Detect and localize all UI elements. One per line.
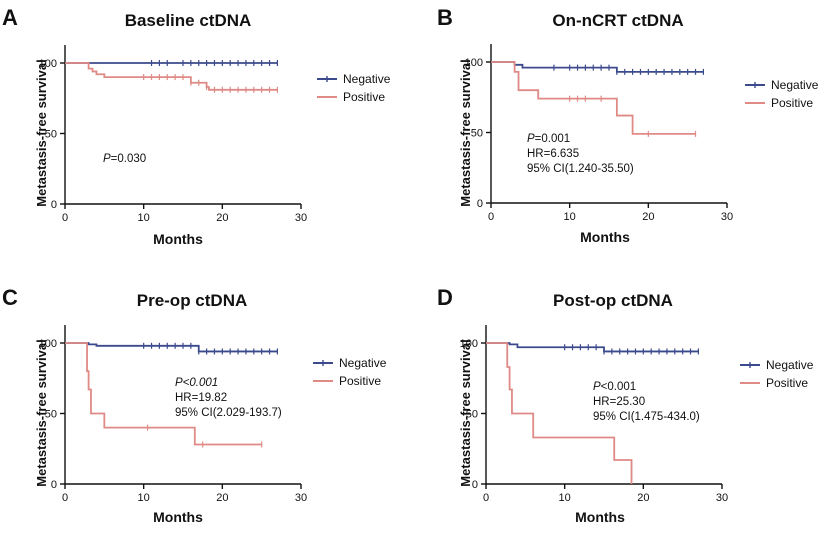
panel-a: A Baseline ctDNA Metastasis-free surviva… xyxy=(2,5,391,247)
panel-letter: D xyxy=(437,285,453,310)
y-tick-label: 0 xyxy=(472,479,478,491)
legend-label-negative: Negative xyxy=(343,72,391,86)
x-axis-label: Months xyxy=(153,509,203,525)
legend-label-negative: Negative xyxy=(339,356,387,370)
x-tick-label: 20 xyxy=(216,492,228,504)
x-tick-label: 30 xyxy=(295,212,307,224)
x-tick-label: 30 xyxy=(295,492,307,504)
x-axis-label: Months xyxy=(580,229,630,245)
panel-d: D Post-op ctDNA Metastasis-free survival… xyxy=(437,285,814,525)
y-axis-label: Metastasis-free survival xyxy=(34,59,49,206)
y-axis-label: Metastasis-free survival xyxy=(458,339,473,486)
chart-title: Baseline ctDNA xyxy=(125,11,252,30)
y-tick-label: 100 xyxy=(39,338,57,350)
y-axis-label: Metastasis-free survival xyxy=(458,59,473,206)
x-tick-label: 10 xyxy=(564,211,576,223)
x-axis-label: Months xyxy=(153,231,203,247)
y-tick-label: 50 xyxy=(471,128,483,140)
legend-label-positive: Positive xyxy=(766,376,808,390)
panel-c: C Pre-op ctDNA Metastasis-free survival … xyxy=(2,285,387,525)
stats-line: HR=25.30 xyxy=(593,396,645,408)
plot-area: 0 10 20 30 0 50 100 Negative Positive P<0.001 HR=1… xyxy=(39,325,387,504)
plot-area: 0 10 20 30 0 50 100 Negative Positive P=0.030 xyxy=(39,45,391,224)
series-line-positive xyxy=(65,62,278,91)
x-tick-label: 0 xyxy=(62,212,68,224)
x-tick-label: 10 xyxy=(138,212,150,224)
series-line-positive xyxy=(65,342,262,446)
stats-line: P<0.001 xyxy=(175,377,218,389)
legend-label-positive: Positive xyxy=(343,90,385,104)
chart-title: Post-op ctDNA xyxy=(553,291,673,310)
y-tick-label: 0 xyxy=(51,199,57,211)
x-tick-label: 20 xyxy=(637,492,649,504)
y-tick-label: 100 xyxy=(465,57,483,69)
stats-line: P=0.001 xyxy=(527,133,570,145)
y-axis-label: Metastasis-free survival xyxy=(34,339,49,486)
y-tick-label: 0 xyxy=(51,479,57,491)
x-tick-label: 20 xyxy=(216,212,228,224)
x-tick-label: 0 xyxy=(62,492,68,504)
stats-line: HR=6.635 xyxy=(527,148,579,160)
y-tick-label: 100 xyxy=(39,58,57,70)
legend-label-positive: Positive xyxy=(339,374,381,388)
x-tick-label: 10 xyxy=(138,492,150,504)
chart-title: On-nCRT ctDNA xyxy=(552,11,683,30)
x-tick-label: 30 xyxy=(716,492,728,504)
x-tick-label: 0 xyxy=(488,211,494,223)
y-tick-label: 50 xyxy=(466,409,478,421)
stats-line: 95% CI(2.029-193.7) xyxy=(175,407,282,419)
y-tick-label: 50 xyxy=(45,129,57,141)
stats-line: 95% CI(1.475-434.0) xyxy=(593,411,700,423)
y-tick-label: 50 xyxy=(45,409,57,421)
x-tick-label: 10 xyxy=(559,492,571,504)
stats-line: P<0.001 xyxy=(593,381,636,393)
x-tick-label: 30 xyxy=(721,211,733,223)
panel-letter: A xyxy=(2,5,18,30)
x-axis-label: Months xyxy=(575,509,625,525)
plot-area: 0 10 20 30 0 50 100 Negative Positive P=0.001 HR=6… xyxy=(465,44,819,223)
y-tick-label: 100 xyxy=(460,338,478,350)
chart-title: Pre-op ctDNA xyxy=(137,291,248,310)
stats-line: P=0.030 xyxy=(103,153,146,165)
series-line-positive xyxy=(486,342,633,484)
legend-label-negative: Negative xyxy=(771,78,819,92)
series-line-positive xyxy=(491,61,696,135)
panel-b: B On-nCRT ctDNA Metastasis-free survival… xyxy=(437,5,819,245)
x-tick-label: 0 xyxy=(483,492,489,504)
x-tick-label: 20 xyxy=(642,211,654,223)
panel-letter: B xyxy=(437,5,453,30)
stats-line: 95% CI(1.240-35.50) xyxy=(527,163,634,175)
stats-line: HR=19.82 xyxy=(175,392,227,404)
legend-label-negative: Negative xyxy=(766,358,814,372)
plot-area: 0 10 20 30 0 50 100 Negative Positive P<0.001 HR=2… xyxy=(460,325,814,504)
legend-label-positive: Positive xyxy=(771,96,813,110)
panel-letter: C xyxy=(2,285,18,310)
y-tick-label: 0 xyxy=(477,198,483,210)
